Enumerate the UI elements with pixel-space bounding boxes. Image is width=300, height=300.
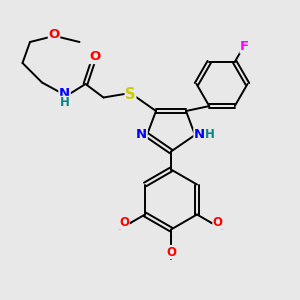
Text: O: O — [166, 245, 176, 259]
Text: O: O — [89, 50, 100, 64]
Text: O: O — [213, 216, 223, 229]
Text: H: H — [60, 96, 69, 110]
Text: H: H — [205, 128, 215, 142]
Text: F: F — [240, 40, 249, 53]
Text: O: O — [119, 216, 129, 229]
Text: N: N — [194, 128, 205, 142]
Text: N: N — [136, 128, 147, 142]
Text: S: S — [125, 87, 136, 102]
Text: N: N — [59, 86, 70, 100]
Text: O: O — [48, 28, 60, 41]
